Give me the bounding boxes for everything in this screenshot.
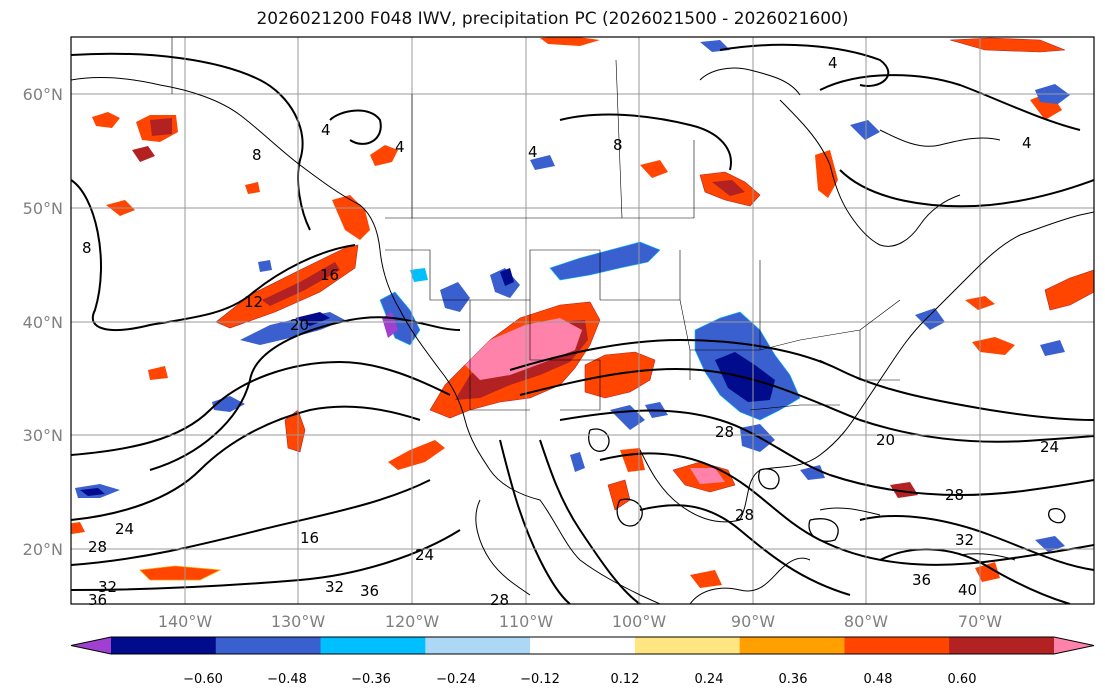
colorbar-segment [425,637,531,654]
contour-label: 4 [528,143,538,161]
longitude-labels: 140°W 130°W 120°W 110°W 100°W 90°W 80°W … [158,612,1002,631]
colorbar-tick-label: −0.12 [520,672,560,687]
contour-label: 36 [912,571,931,589]
contour-label: 36 [360,582,379,600]
contour-label: 8 [252,146,262,164]
lon-label: 140°W [158,612,213,631]
colorbar-segment [320,637,426,654]
contour-label: 24 [115,520,134,538]
colorbar-tick-label: 0.48 [864,672,893,687]
contour-label: 16 [320,266,339,284]
map-frame [70,36,1095,605]
latitude-labels: 60°N 50°N 40°N 30°N 20°N [23,85,63,559]
contour-label: 28 [490,591,509,609]
colorbar-segment [530,637,636,654]
lon-label: 100°W [612,612,667,631]
graticule [71,37,1094,604]
colorbar-segment [634,637,741,654]
contour-label: 32 [955,531,974,549]
contour-label: 40 [958,581,977,599]
contour-label: 32 [98,578,117,596]
colorbar-tick-label: 0.36 [779,672,808,687]
colorbar-labels: −0.60 −0.48 −0.36 −0.24 −0.12 0.12 0.24 … [183,672,976,687]
colorbar-extend-high [1054,637,1094,654]
lat-label: 40°N [23,313,63,332]
colorbar-tick-label: −0.48 [267,672,307,687]
lat-label: 50°N [23,199,63,218]
contour-label: 20 [290,316,309,334]
lon-label: 70°W [958,612,1002,631]
negative-precip-shading [75,40,1070,552]
lon-label: 80°W [844,612,888,631]
small-contours [588,428,1066,542]
colorbar-segment [215,637,322,654]
contour-label: 28 [715,423,734,441]
contour-label: 28 [88,538,107,556]
contour-label: 32 [325,578,344,596]
colorbar-tick-label: 0.24 [695,672,724,687]
colorbar-tick-label: −0.24 [436,672,476,687]
positive-precip-shading [71,37,1094,588]
lon-label: 90°W [731,612,775,631]
contour-label: 4 [395,138,405,156]
colorbar-tick-label: −0.60 [183,672,223,687]
lon-label: 120°W [385,612,440,631]
coastlines [71,67,1094,604]
contour-label: 36 [88,591,107,609]
colorbar [70,636,1095,655]
contour-label: 24 [415,546,434,564]
contour-label: 4 [828,54,838,72]
colorbar-outline [70,636,1095,655]
lon-label: 130°W [271,612,326,631]
lon-label: 110°W [499,612,554,631]
colorbar-segment [844,637,950,654]
contour-label: 4 [321,121,331,139]
map-title: 2026021200 F048 IWV, precipitation PC (2… [256,9,849,29]
colorbar-tick-label: 0.60 [948,672,977,687]
contour-label: 28 [735,506,754,524]
contour-label: 24 [1040,438,1059,456]
contour-label: 28 [945,486,964,504]
contour-label: 4 [1022,134,1032,152]
lat-label: 30°N [23,426,63,445]
colorbar-segment [949,637,1055,654]
colorbar-tick-label: 0.12 [611,672,640,687]
contour-label: 16 [300,529,319,547]
contour-label: 12 [244,293,263,311]
iwv-contours [71,43,1094,604]
colorbar-segment [111,637,217,654]
contour-label: 8 [613,136,623,154]
contour-label: 8 [82,239,92,257]
lat-label: 60°N [23,85,63,104]
colorbar-segment [739,637,845,654]
contour-labels: 4 4 4 4 4 8 8 8 12 16 16 20 20 24 24 24 … [82,54,1059,609]
lat-label: 20°N [23,540,63,559]
colorbar-tick-label: −0.36 [351,672,391,687]
state-borders [171,37,901,411]
colorbar-extend-low [71,637,111,654]
contour-label: 20 [876,431,895,449]
